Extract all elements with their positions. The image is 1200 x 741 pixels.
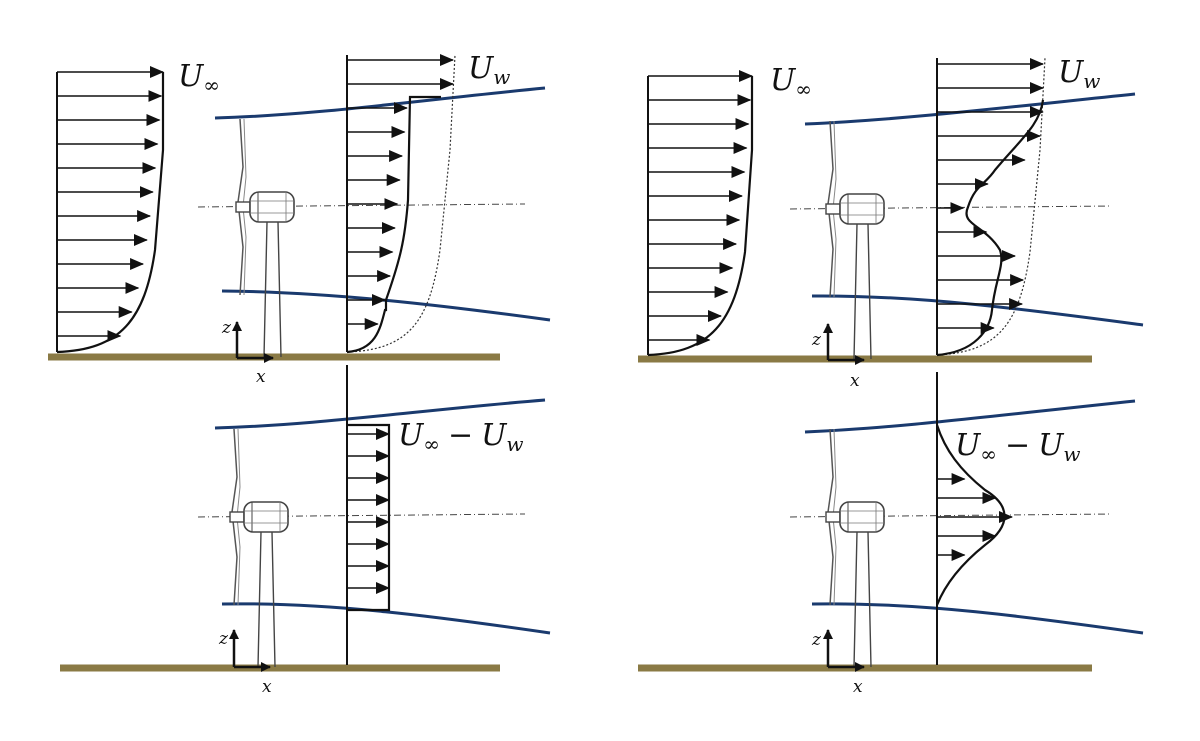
wake-boundary-upper <box>804 92 1136 126</box>
inflow-arrows <box>648 70 753 346</box>
deficit-label: U∞ − Uw <box>398 418 524 456</box>
axis-x-label: x <box>850 371 860 391</box>
wake-arrows <box>937 58 1044 334</box>
u-inf-label: U∞ <box>178 59 220 97</box>
deficit-arrows <box>937 473 1013 561</box>
hub-centerline <box>197 203 526 208</box>
panel-bottom-left: z x U∞ − Uw <box>60 365 551 697</box>
inflow-reference-dotted <box>346 54 456 353</box>
deficit-profile-top-hat <box>347 423 391 612</box>
axis-arrows-icon: z x <box>811 629 865 697</box>
axis-z-label: z <box>218 629 229 649</box>
axis-x-label: x <box>262 677 272 697</box>
u-w-label: Uw <box>1058 55 1100 93</box>
wake-boundary-lower <box>811 294 1144 327</box>
axis-x-label: x <box>853 677 863 697</box>
axis-z-label: z <box>811 630 822 650</box>
wake-boundary-upper <box>214 398 546 430</box>
panel-bottom-right: z x U∞ − Uw <box>638 372 1144 697</box>
u-w-label: Uw <box>468 51 510 89</box>
panel-top-left: z x U∞ Uw <box>48 51 551 387</box>
u-inf-label: U∞ <box>770 63 812 101</box>
hub-centerline <box>789 205 1113 210</box>
inflow-reference-dotted <box>936 57 1046 356</box>
inflow-profile-curve <box>647 76 754 357</box>
axis-arrows-icon: z x <box>221 318 274 387</box>
wake-boundary-upper <box>214 86 546 120</box>
axis-arrows-icon: z x <box>811 323 865 391</box>
panel-top-right: z x U∞ Uw <box>638 55 1144 391</box>
wake-profile-top-hat <box>346 95 441 354</box>
axis-arrows-icon: z x <box>218 629 272 697</box>
deficit-arrows <box>347 428 390 594</box>
hub-centerline <box>789 513 1113 518</box>
inflow-arrows <box>57 66 164 342</box>
inflow-profile-curve <box>56 72 165 354</box>
hub-centerline <box>197 513 526 518</box>
axis-z-label: z <box>811 330 822 350</box>
axis-x-label: x <box>256 367 266 387</box>
deficit-label: U∞ − Uw <box>955 428 1081 466</box>
wake-boundary-upper <box>804 399 1136 434</box>
wake-arrows <box>347 54 454 330</box>
axis-z-label: z <box>221 318 232 338</box>
wake-boundary-lower <box>221 602 551 635</box>
wake-boundary-lower <box>811 602 1144 635</box>
wake-profile-double-gaussian <box>936 99 1045 357</box>
